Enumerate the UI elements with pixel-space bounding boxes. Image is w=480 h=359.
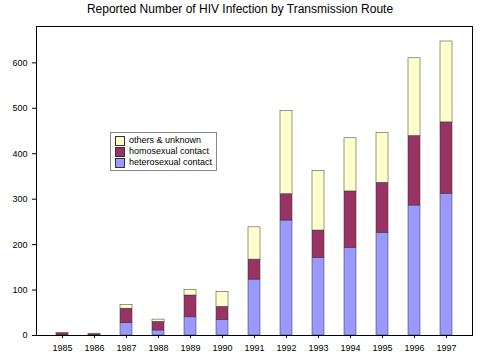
svg-text:1988: 1988: [148, 343, 168, 353]
svg-text:1986: 1986: [84, 343, 104, 353]
svg-text:1995: 1995: [372, 343, 392, 353]
svg-text:100: 100: [12, 285, 27, 295]
svg-text:200: 200: [12, 239, 27, 249]
svg-text:1997: 1997: [436, 343, 456, 353]
svg-text:400: 400: [12, 149, 27, 159]
html-text:homosexual contact: homosexual contact: [129, 146, 209, 156]
svg-text:1990: 1990: [212, 343, 232, 353]
svg-text:1993: 1993: [308, 343, 328, 353]
html-text:heterosexual contact: heterosexual contact: [129, 157, 213, 167]
svg-text:1996: 1996: [404, 343, 424, 353]
svg-text:1991: 1991: [244, 343, 264, 353]
svg-text:1994: 1994: [340, 343, 360, 353]
svg-text:300: 300: [12, 194, 27, 204]
svg-text:0: 0: [22, 330, 27, 340]
html-text:others & unknown: others & unknown: [129, 135, 201, 145]
svg-text:1985: 1985: [52, 343, 72, 353]
html-text:Reported Number of HIV Infecti: Reported Number of HIV Infection by Tran…: [86, 2, 394, 16]
svg-text:1987: 1987: [116, 343, 136, 353]
svg-text:500: 500: [12, 103, 27, 113]
svg-text:1992: 1992: [276, 343, 296, 353]
svg-text:1989: 1989: [180, 343, 200, 353]
svg-text:600: 600: [12, 58, 27, 68]
